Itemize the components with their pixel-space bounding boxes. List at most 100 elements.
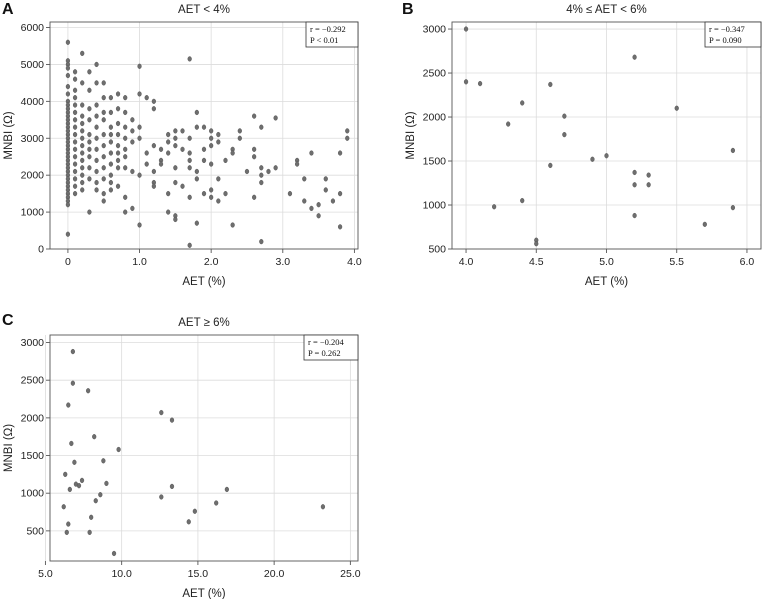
data-point [252,146,257,152]
data-point [169,483,175,490]
data-point [115,143,121,149]
data-point [94,168,99,175]
data-point [287,191,293,197]
stat-box [704,21,762,48]
data-point [72,109,78,116]
data-point [316,213,321,219]
data-point [180,183,185,189]
data-point [65,65,71,71]
x-axis-label: AET (%) [585,276,628,288]
data-point [123,209,128,215]
data-point [80,172,85,178]
y-tick-label: 0 [38,244,44,256]
data-point [187,194,192,200]
data-point [151,106,156,112]
y-tick-label: 1000 [423,200,447,212]
y-tick-label: 4000 [21,96,45,108]
data-point [702,221,707,227]
data-point [632,169,637,176]
data-point [69,440,74,447]
data-point [79,477,85,483]
data-point [187,242,192,248]
data-point [89,514,94,520]
panel-letter: B [402,1,414,18]
data-point [80,80,85,86]
data-point [94,179,99,186]
data-point [76,483,82,489]
data-point [108,124,113,130]
data-point [337,150,343,156]
data-point [123,194,128,200]
y-axis-label: MNBI (Ω) [405,111,417,159]
y-axis-label: MNBI (Ω) [3,111,15,159]
data-point [548,81,553,88]
data-point [61,504,66,510]
data-point [130,205,135,211]
y-tick-label: 2000 [21,412,45,424]
data-point [123,124,128,130]
data-point [108,187,113,193]
x-tick-label: 5.0 [599,256,614,268]
data-point [72,95,78,101]
y-tick-label: 500 [428,244,446,256]
data-point [101,80,106,86]
data-point [273,165,278,171]
data-point [137,63,142,69]
data-point [144,95,149,101]
data-point [123,109,128,116]
data-point [730,147,736,154]
data-point [562,113,567,119]
data-point [87,154,92,160]
data-point [66,521,71,527]
data-point [94,135,99,141]
data-point [80,179,85,186]
data-point [259,165,264,171]
data-point [259,179,264,186]
data-point [86,388,91,394]
x-tick-label: 5.0 [38,568,53,580]
data-point [67,486,72,493]
data-point [320,504,326,510]
data-point [123,95,128,101]
data-point [70,380,75,386]
data-point [237,128,242,134]
y-tick-label: 6000 [21,22,45,34]
data-point [187,135,192,141]
data-point [151,143,156,149]
data-point [201,124,207,130]
data-point [337,224,343,230]
data-point [65,83,71,90]
data-point [604,153,609,159]
data-point [316,202,321,208]
plot-frame [49,21,359,250]
data-point [309,205,314,211]
stat-box [305,21,359,48]
data-point [216,139,221,145]
data-point [166,131,171,138]
data-point [158,146,164,152]
data-point [137,135,142,141]
panel-letter: A [2,1,14,18]
data-point [87,176,92,182]
correlation-r: r = −0.347 [709,24,745,34]
data-point [158,161,164,167]
data-point [87,117,92,123]
data-point [92,434,97,440]
data-point [87,209,92,215]
data-point [230,150,235,156]
data-point [180,146,185,152]
panel-c: C 5.0 10.0 15.0 20.0 25.0 500 1000 1500 2000 2500 3… [2,312,361,599]
data-point [65,91,71,97]
correlation-r: r = −0.292 [310,24,346,34]
data-point [72,117,78,123]
data-point [80,50,85,56]
data-point [65,202,71,208]
x-tick-label: 10.0 [111,568,132,580]
data-point [115,106,121,112]
data-point [214,500,219,506]
data-point [72,176,78,182]
data-point [187,150,192,156]
data-point [223,191,228,197]
data-point [151,183,156,189]
